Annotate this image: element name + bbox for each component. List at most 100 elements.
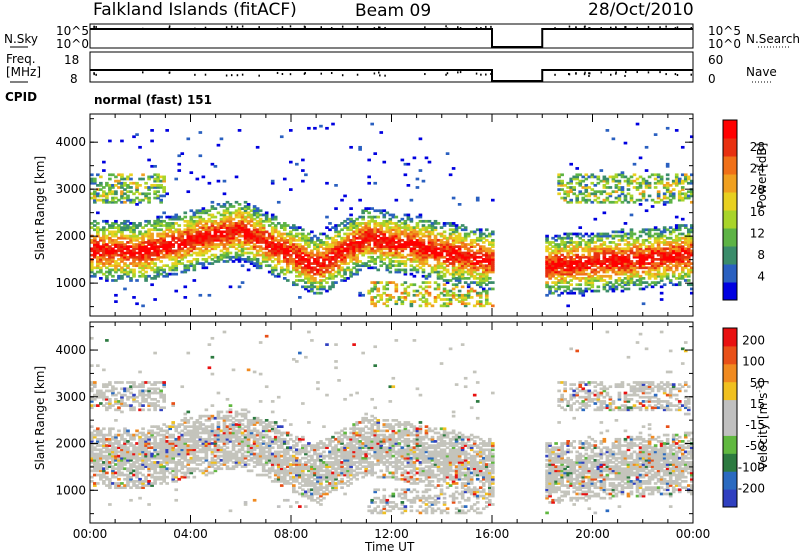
power-cell bbox=[614, 173, 619, 177]
power-cell bbox=[162, 177, 166, 181]
power-cell bbox=[90, 173, 94, 177]
nave-point bbox=[378, 71, 380, 74]
power-cell bbox=[96, 262, 100, 265]
power-cell bbox=[641, 194, 646, 198]
power-cell bbox=[554, 264, 558, 268]
power-cell bbox=[292, 243, 296, 246]
power-cell bbox=[686, 181, 691, 185]
power-cell bbox=[331, 243, 335, 246]
power-cell bbox=[240, 249, 245, 253]
power-cell bbox=[249, 232, 254, 236]
nsky-point bbox=[647, 25, 650, 28]
velocity-cell bbox=[120, 471, 124, 475]
power-cell bbox=[370, 257, 375, 261]
power-cell bbox=[454, 253, 459, 257]
power-cell bbox=[373, 251, 378, 255]
power-cell bbox=[114, 249, 118, 253]
power-cell bbox=[328, 285, 332, 289]
power-cell bbox=[141, 236, 145, 240]
power-cell bbox=[207, 209, 212, 213]
power-cell bbox=[656, 270, 661, 274]
power-cell bbox=[620, 279, 625, 282]
power-cell bbox=[677, 236, 682, 240]
power-cell bbox=[409, 253, 414, 257]
power-cell bbox=[129, 279, 133, 282]
power-cell bbox=[361, 222, 365, 225]
power-cell bbox=[418, 247, 423, 251]
velocity-cell bbox=[111, 461, 115, 464]
power-cell bbox=[168, 251, 173, 255]
velocity-cell bbox=[90, 458, 94, 462]
power-cell bbox=[551, 236, 555, 240]
power-cell bbox=[322, 243, 326, 246]
power-cell bbox=[337, 255, 341, 259]
power-cell bbox=[557, 173, 561, 177]
power-cell bbox=[156, 257, 160, 261]
power-cell bbox=[397, 245, 402, 249]
power-cell bbox=[590, 260, 595, 263]
power-cell bbox=[126, 251, 130, 255]
power-cell bbox=[469, 255, 474, 259]
power-cell bbox=[334, 255, 338, 259]
power-colorbar-segment bbox=[723, 264, 737, 283]
power-cell bbox=[484, 289, 489, 293]
velocity-cell bbox=[99, 454, 103, 458]
power-cell bbox=[162, 245, 166, 249]
power-cell bbox=[301, 268, 305, 272]
power-cell bbox=[258, 209, 263, 213]
velocity-cell bbox=[126, 442, 130, 445]
power-cell bbox=[614, 245, 619, 249]
power-cell bbox=[391, 215, 396, 219]
power-cell bbox=[475, 243, 480, 246]
power-cell bbox=[608, 245, 613, 249]
power-cell bbox=[171, 236, 176, 240]
velocity-cell bbox=[96, 458, 100, 462]
power-cell bbox=[484, 260, 489, 263]
power-cell bbox=[234, 257, 239, 261]
power-cell bbox=[659, 177, 664, 181]
power-cell bbox=[249, 245, 254, 249]
power-cell bbox=[132, 247, 136, 251]
power-cell bbox=[635, 245, 640, 249]
power-cell bbox=[587, 255, 592, 259]
power-cell bbox=[406, 162, 411, 166]
power-cell bbox=[620, 281, 625, 284]
power-cell bbox=[105, 249, 109, 253]
power-cell bbox=[174, 215, 179, 219]
power-cell bbox=[608, 281, 613, 284]
power-cell bbox=[270, 272, 275, 276]
power-cell bbox=[632, 274, 637, 278]
power-cell bbox=[379, 236, 384, 240]
velocity-cell bbox=[102, 463, 106, 466]
power-cell bbox=[225, 238, 230, 242]
velocity-cell bbox=[126, 404, 130, 407]
power-cell bbox=[587, 253, 592, 257]
power-cell bbox=[355, 241, 359, 244]
velocity-cell bbox=[120, 458, 124, 462]
power-cell bbox=[264, 257, 269, 261]
power-cell bbox=[665, 255, 670, 259]
power-cell bbox=[150, 241, 154, 244]
power-cell bbox=[153, 277, 157, 280]
velocity-cell bbox=[111, 467, 115, 471]
nsky-point bbox=[95, 25, 97, 28]
velocity-cell bbox=[111, 446, 115, 450]
power-cell bbox=[599, 249, 604, 253]
power-cell bbox=[554, 238, 558, 242]
velocity-cell bbox=[90, 444, 94, 447]
power-cell bbox=[219, 255, 224, 259]
velocity-cell bbox=[96, 473, 100, 477]
power-cell bbox=[228, 228, 233, 232]
power-cell bbox=[388, 247, 393, 251]
velocity-cell bbox=[93, 473, 97, 477]
power-cell bbox=[210, 219, 215, 223]
power-cell bbox=[566, 241, 570, 244]
power-cell bbox=[415, 230, 420, 234]
power-cell bbox=[192, 211, 197, 215]
power-cell bbox=[587, 234, 592, 238]
power-cell bbox=[364, 241, 368, 244]
power-cell bbox=[292, 236, 296, 240]
power-cell bbox=[96, 245, 100, 249]
power-cell bbox=[207, 234, 212, 238]
power-cell bbox=[162, 232, 166, 236]
